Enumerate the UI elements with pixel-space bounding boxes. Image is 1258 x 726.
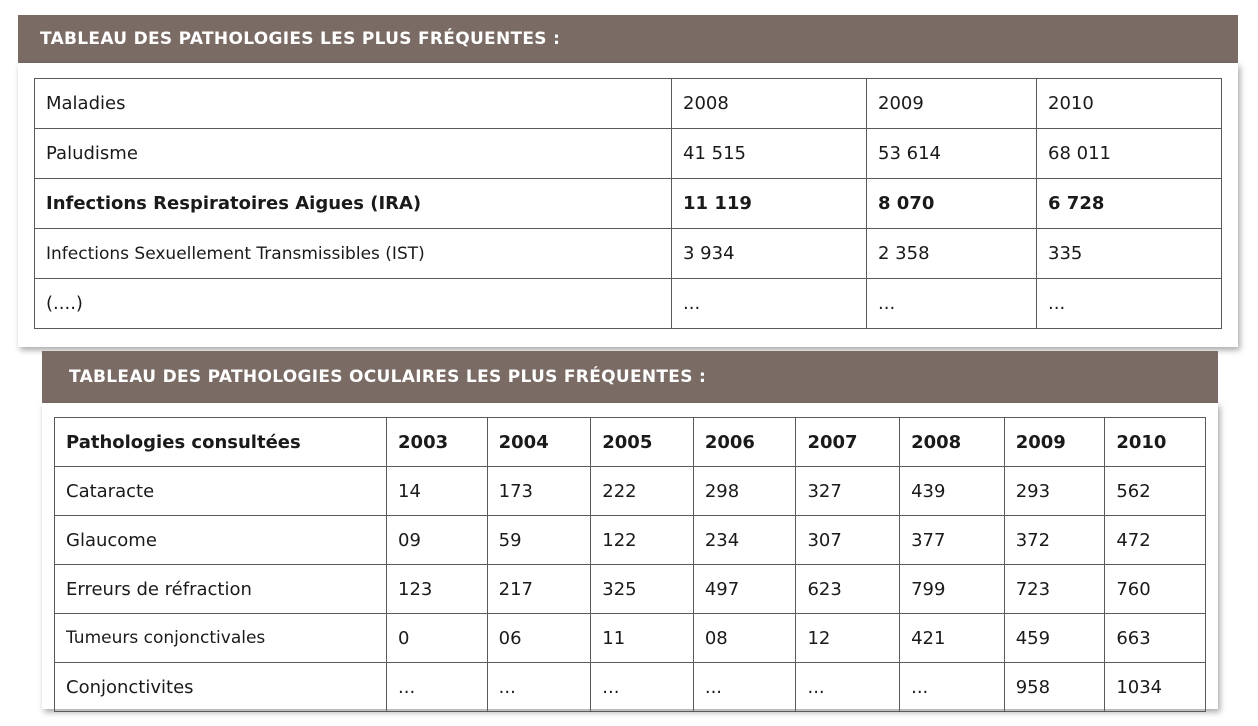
table-cell: 41 515 (671, 128, 867, 179)
table-cell: ... (386, 662, 488, 712)
table-cell: 1034 (1104, 662, 1206, 712)
table-cell: ... (486, 662, 592, 712)
table-cell: 377 (899, 515, 1005, 565)
table-row: Cataracte 14 173 222 298 327 439 293 562 (53, 466, 1206, 516)
header-cell: 2008 (899, 417, 1005, 467)
ocular-pathologies-table: Pathologies consultées 2003 2004 2005 20… (53, 417, 1206, 712)
header-cell: Pathologies consultées (53, 417, 388, 467)
table-cell: 8 070 (866, 178, 1037, 229)
header-cell: 2009 (1003, 417, 1106, 467)
header-cell: 2006 (692, 417, 797, 467)
header-cell: 2010 (1036, 78, 1222, 129)
table-cell: 663 (1104, 613, 1206, 663)
table-cell: Erreurs de réfraction (53, 564, 388, 614)
table-cell: 173 (486, 466, 592, 516)
table-cell: 53 614 (866, 128, 1037, 179)
table-cell: ... (1036, 278, 1222, 329)
table-cell: 497 (692, 564, 797, 614)
table-cell: 6 728 (1036, 178, 1222, 229)
header-cell: 2007 (795, 417, 901, 467)
table-cell: 459 (1003, 613, 1106, 663)
pathologies-title: TABLEAU DES PATHOLOGIES LES PLUS FRÉQUEN… (18, 15, 1238, 63)
table-cell: Infections Sexuellement Transmissibles (… (34, 228, 672, 279)
table-cell: 335 (1036, 228, 1222, 279)
table-row: Paludisme 41 515 53 614 68 011 (34, 128, 1222, 179)
table-row: Infections Respiratoires Aigues (IRA) 11… (34, 178, 1222, 229)
table-cell: ... (692, 662, 797, 712)
table-cell: ... (866, 278, 1037, 329)
ocular-pathologies-title: TABLEAU DES PATHOLOGIES OCULAIRES LES PL… (42, 351, 1218, 403)
table-cell: 2 358 (866, 228, 1037, 279)
table-row: (....) ... ... ... (34, 278, 1222, 329)
table-cell: 123 (386, 564, 488, 614)
header-cell: 2004 (486, 417, 592, 467)
table-cell: 439 (899, 466, 1005, 516)
table-cell: Glaucome (53, 515, 388, 565)
table-cell: 217 (486, 564, 592, 614)
table-cell: 327 (795, 466, 901, 516)
table-cell: 623 (795, 564, 901, 614)
table-cell: 472 (1104, 515, 1206, 565)
table-cell: 3 934 (671, 228, 867, 279)
table-cell: 293 (1003, 466, 1106, 516)
table-cell: 372 (1003, 515, 1106, 565)
table-row: Erreurs de réfraction 123 217 325 497 62… (53, 564, 1206, 614)
table-cell: 562 (1104, 466, 1206, 516)
table-cell: 59 (486, 515, 592, 565)
table-cell: 222 (590, 466, 694, 516)
ocular-pathologies-panel: TABLEAU DES PATHOLOGIES OCULAIRES LES PL… (42, 351, 1218, 712)
table-cell: (....) (34, 278, 672, 329)
header-cell: 2003 (386, 417, 488, 467)
table-cell: 298 (692, 466, 797, 516)
pathologies-table: Maladies 2008 2009 2010 Paludisme 41 515… (34, 78, 1222, 329)
table-row: Tumeurs conjonctivales 0 06 11 08 12 421… (53, 613, 1206, 663)
table-row: Glaucome 09 59 122 234 307 377 372 472 (53, 515, 1206, 565)
pathologies-table-container: Maladies 2008 2009 2010 Paludisme 41 515… (18, 63, 1238, 347)
table-cell: 325 (590, 564, 694, 614)
table-cell: 234 (692, 515, 797, 565)
table-cell: Paludisme (34, 128, 672, 179)
table-cell: 08 (692, 613, 797, 663)
table-cell: 68 011 (1036, 128, 1222, 179)
table-cell: ... (899, 662, 1005, 712)
header-cell: Maladies (34, 78, 672, 129)
table-cell: 11 119 (671, 178, 867, 229)
table-cell: Cataracte (53, 466, 388, 516)
table-cell: 421 (899, 613, 1005, 663)
ocular-table-container: Pathologies consultées 2003 2004 2005 20… (42, 403, 1218, 712)
table-row: Conjonctivites ... ... ... ... ... ... 9… (53, 662, 1206, 712)
table-cell: 14 (386, 466, 488, 516)
table-cell: 958 (1003, 662, 1106, 712)
table-cell: 11 (590, 613, 694, 663)
header-cell: 2008 (671, 78, 867, 129)
header-cell: 2005 (590, 417, 694, 467)
table-cell: 0 (386, 613, 488, 663)
table-cell: 723 (1003, 564, 1106, 614)
table-cell: Conjonctivites (53, 662, 388, 712)
table-cell: Infections Respiratoires Aigues (IRA) (34, 178, 672, 229)
table-header-row: Pathologies consultées 2003 2004 2005 20… (53, 417, 1206, 467)
table-row: Infections Sexuellement Transmissibles (… (34, 228, 1222, 279)
table-cell: ... (795, 662, 901, 712)
pathologies-panel: TABLEAU DES PATHOLOGIES LES PLUS FRÉQUEN… (18, 15, 1238, 347)
table-cell: ... (590, 662, 694, 712)
table-cell: ... (671, 278, 867, 329)
table-cell: 307 (795, 515, 901, 565)
table-header-row: Maladies 2008 2009 2010 (34, 78, 1222, 129)
table-cell: 760 (1104, 564, 1206, 614)
table-cell: 12 (795, 613, 901, 663)
table-cell: 799 (899, 564, 1005, 614)
table-cell: 122 (590, 515, 694, 565)
header-cell: 2009 (866, 78, 1037, 129)
table-cell: Tumeurs conjonctivales (53, 613, 388, 663)
table-cell: 06 (486, 613, 592, 663)
table-cell: 09 (386, 515, 488, 565)
header-cell: 2010 (1104, 417, 1206, 467)
